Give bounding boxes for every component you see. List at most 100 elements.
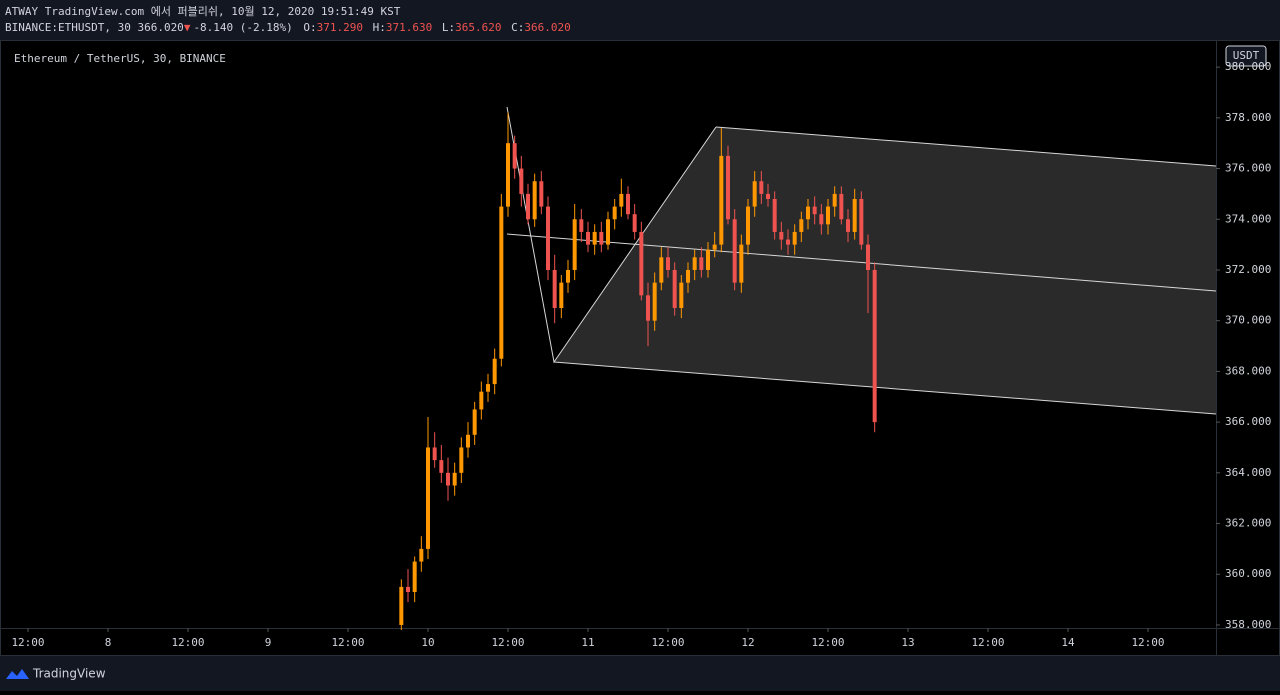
candle-body: [812, 206, 817, 215]
candle-body: [792, 231, 797, 245]
symbol: BINANCE:ETHUSDT, 30 366.020: [5, 21, 184, 34]
x-tick-label: 12:00: [491, 636, 524, 649]
candle-body: [612, 206, 617, 220]
y-axis-label[interactable]: USDT: [1233, 49, 1260, 62]
candle-body: [659, 257, 664, 283]
candle-body: [852, 198, 857, 232]
x-tick-label: 8: [105, 636, 112, 649]
candle-body: [652, 282, 657, 321]
change: -8.140 (-2.18%): [193, 21, 292, 34]
candle-body: [619, 193, 624, 207]
candle-body: [592, 231, 597, 245]
change-arrow: ▼: [184, 21, 191, 34]
close-label: C:: [511, 21, 524, 34]
candle-body: [419, 548, 424, 562]
candle-body: [646, 295, 650, 321]
candle-body: [686, 269, 690, 283]
open: 371.290: [317, 21, 363, 34]
x-tick-label: 12:00: [171, 636, 204, 649]
candle-body: [626, 193, 630, 215]
candle-body: [746, 206, 750, 245]
y-tick-label: 366.000: [1225, 415, 1271, 428]
y-tick-label: 374.000: [1225, 212, 1271, 225]
candle-body: [492, 358, 497, 385]
pitchfork-median: [506, 233, 1217, 292]
candle-body: [819, 214, 824, 225]
y-tick-label: 360.000: [1225, 567, 1271, 580]
candle-body: [452, 472, 457, 486]
candle-body: [579, 219, 584, 232]
candle-body: [446, 472, 450, 486]
candle-body: [786, 239, 790, 245]
candle-body: [832, 193, 837, 207]
candle-body: [552, 269, 557, 309]
low: 365.620: [455, 21, 501, 34]
logo: [6, 669, 29, 679]
candle-body: [532, 181, 537, 220]
candle-body: [866, 244, 870, 270]
candle-body: [426, 447, 430, 549]
candle-body: [566, 269, 570, 283]
candle-body: [706, 249, 710, 270]
candle-body: [766, 193, 770, 199]
candle-body: [406, 586, 410, 592]
candle-body: [632, 214, 637, 232]
candle-body: [519, 168, 524, 194]
candle-body: [559, 282, 564, 309]
candle-body: [799, 219, 804, 232]
x-tick-label: 14: [1061, 636, 1075, 649]
candle-body: [546, 206, 550, 270]
candle-body: [572, 219, 577, 270]
candle-body: [459, 447, 464, 473]
candle-body: [872, 269, 877, 423]
candle-body: [712, 244, 717, 250]
candle-body: [739, 244, 744, 283]
x-tick-label: 12:00: [811, 636, 844, 649]
x-tick-label: 12:00: [971, 636, 1004, 649]
candle-body: [512, 143, 517, 169]
candle-body: [526, 193, 530, 220]
open-label: O:: [303, 21, 316, 34]
candle-body: [679, 282, 684, 309]
x-tick-label: 12: [741, 636, 754, 649]
footer-bar: [0, 656, 1280, 691]
candle-body: [719, 155, 724, 245]
high-label: H:: [373, 21, 386, 34]
candle-body: [466, 434, 470, 448]
y-tick-label: 380.000: [1225, 60, 1271, 73]
candle-body: [772, 198, 777, 232]
candle-body: [839, 193, 844, 220]
pitchfork-lower: [553, 361, 1217, 415]
publish-info: ATWAY TradingView.com 에서 퍼블리쉬, 10월 12, 2…: [5, 5, 401, 18]
y-tick-label: 368.000: [1225, 364, 1271, 377]
x-tick-label: 12:00: [331, 636, 364, 649]
x-tick-label: 13: [901, 636, 914, 649]
candle-body: [692, 257, 697, 270]
candle-body: [846, 219, 850, 232]
candle-body: [726, 155, 730, 220]
x-tick-label: 12:00: [651, 636, 684, 649]
brand[interactable]: TradingView: [32, 667, 106, 681]
candle-body: [479, 391, 484, 410]
close: 366.020: [524, 21, 570, 34]
symbol-info: BINANCE:ETHUSDT, 30 366.020▼ -8.140 (-2.1…: [5, 21, 571, 34]
header-bar: [0, 0, 1280, 40]
candle-body: [732, 219, 737, 283]
candle-body: [606, 219, 610, 245]
candle-body: [432, 447, 437, 461]
candle-body: [752, 181, 757, 207]
candle-body: [806, 206, 810, 220]
candle-body: [599, 231, 604, 245]
y-tick-label: 362.000: [1225, 517, 1271, 530]
candle-body: [412, 561, 417, 592]
candle-body: [486, 384, 490, 392]
candle-body: [779, 231, 784, 240]
candle-body: [439, 460, 444, 473]
y-tick-label: 372.000: [1225, 263, 1271, 276]
y-tick-label: 364.000: [1225, 466, 1271, 479]
candle-body: [586, 231, 590, 245]
candle-body: [666, 257, 670, 270]
currency-badge[interactable]: [1225, 45, 1267, 67]
candle-body: [826, 206, 830, 225]
